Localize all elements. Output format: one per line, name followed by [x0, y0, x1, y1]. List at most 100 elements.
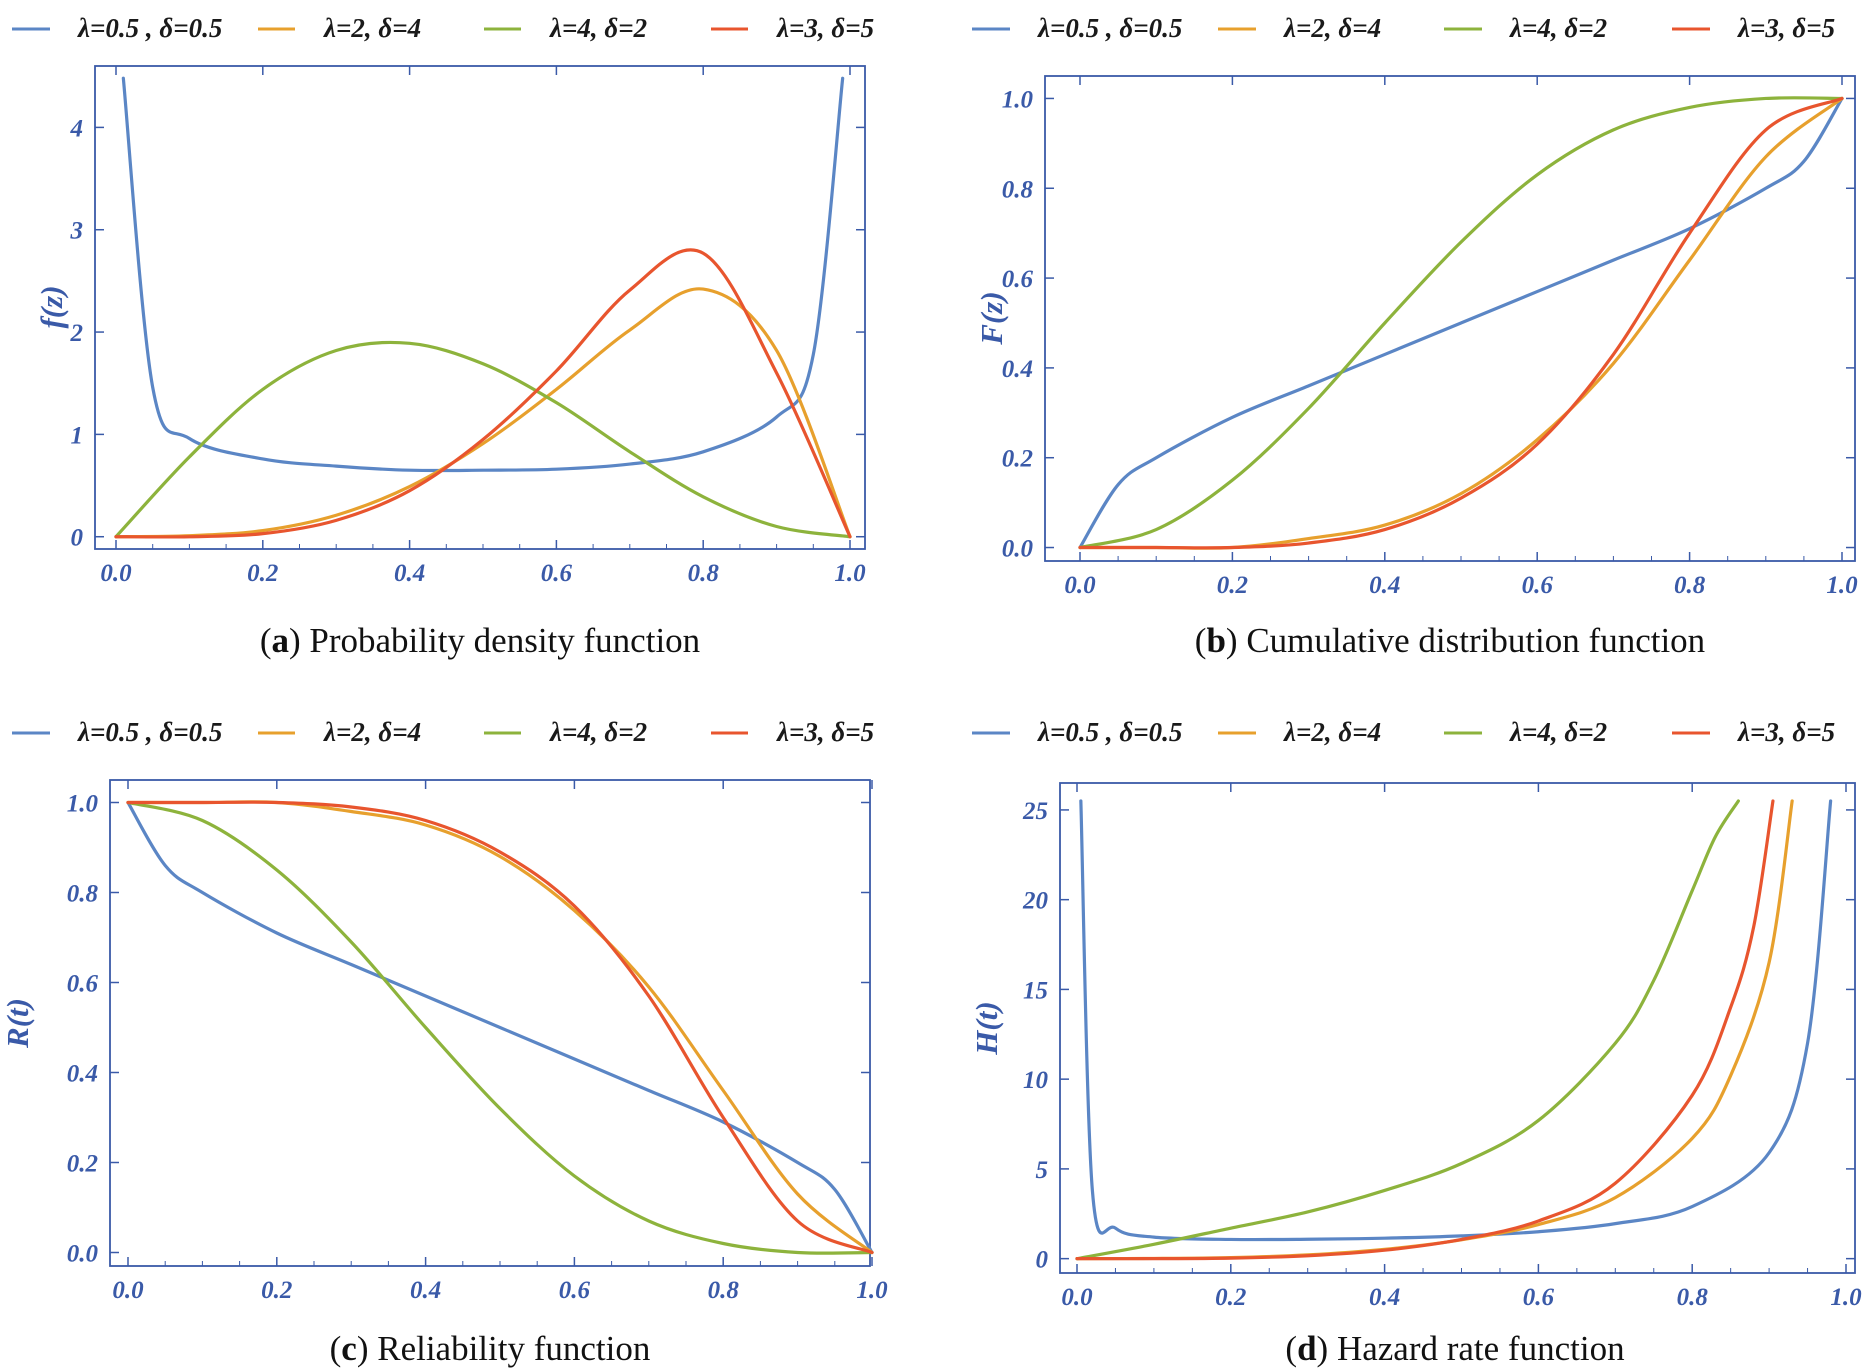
x-tick-label-pdf-2: 0.4: [394, 560, 425, 587]
x-tick-label-reliability-4: 0.8: [708, 1277, 740, 1304]
y-tick-label-hazard-5: 25: [1022, 798, 1048, 825]
caption-letter-reliability: c: [341, 1329, 357, 1368]
caption-letter-hazard: d: [1297, 1329, 1317, 1368]
y-tick-label-reliability-3: 0.6: [67, 971, 99, 998]
legend-label-pdf-1: λ=2, δ=4: [323, 13, 421, 43]
series-lines-pdf: [114, 76, 852, 539]
caption-cdf: (b) Cumulative distribution function: [1195, 621, 1705, 660]
legend-cdf: λ=0.5 , δ=0.5 λ=2, δ=4 λ=4, δ=2 λ=3, δ=5: [972, 13, 1835, 43]
y-tick-label-hazard-0: 0: [1036, 1247, 1049, 1274]
series-line-pdf-3: [114, 248, 852, 539]
legend-label-cdf-3: λ=3, δ=5: [1737, 13, 1835, 43]
x-tick-label-reliability-1: 0.2: [261, 1277, 292, 1304]
y-ticks-pdf: 0 1 2 3 4: [70, 115, 865, 552]
x-tick-label-pdf-0: 0.0: [100, 560, 132, 587]
plot-frame-cdf: [1044, 75, 1856, 562]
legend-label-reliability-0: λ=0.5 , δ=0.5: [77, 717, 222, 747]
y-axis-label-cdf: F(z): [974, 291, 1009, 345]
x-tick-label-cdf-3: 0.6: [1522, 572, 1554, 599]
series-line-pdf-1: [114, 287, 852, 539]
legend-label-reliability-2: λ=4, δ=2: [549, 717, 647, 747]
plot-frame-hazard: [1059, 782, 1856, 1274]
legend-label-hazard-3: λ=3, δ=5: [1737, 717, 1835, 747]
y-tick-label-reliability-5: 1.0: [67, 791, 99, 818]
y-axis-label-reliability: R(t): [0, 998, 35, 1049]
y-ticks-reliability: 0.0 0.2 0.4 0.6 0.8 1.0: [67, 791, 870, 1268]
series-line-reliability-3: [126, 800, 874, 1255]
x-tick-label-cdf-2: 0.4: [1369, 572, 1400, 599]
y-tick-label-reliability-0: 0.0: [67, 1241, 99, 1268]
legend-label-pdf-0: λ=0.5 , δ=0.5: [77, 13, 222, 43]
series-line-reliability-0: [126, 800, 874, 1255]
legend-hazard: λ=0.5 , δ=0.5 λ=2, δ=4 λ=4, δ=2 λ=3, δ=5: [972, 717, 1835, 747]
legend-label-reliability-1: λ=2, δ=4: [323, 717, 421, 747]
caption-letter-cdf: b: [1206, 621, 1225, 660]
series-line-pdf-2: [114, 340, 852, 539]
x-ticks-pdf: 0.0 0.2 0.4 0.6 0.8 1.0: [100, 66, 866, 587]
x-tick-label-reliability-2: 0.4: [410, 1277, 441, 1304]
y-tick-label-pdf-0: 0: [71, 525, 84, 552]
legend-label-pdf-3: λ=3, δ=5: [776, 13, 874, 43]
panel-cdf: λ=0.5 , δ=0.5 λ=2, δ=4 λ=4, δ=2 λ=3, δ=5 0.…: [972, 13, 1858, 660]
caption-title-hazard: Hazard rate function: [1337, 1329, 1625, 1368]
caption-letter-pdf: a: [271, 621, 289, 660]
y-tick-label-reliability-2: 0.4: [67, 1061, 98, 1088]
x-tick-label-cdf-0: 0.0: [1064, 572, 1096, 599]
x-tick-label-cdf-5: 1.0: [1826, 572, 1858, 599]
panel-hazard: λ=0.5 , δ=0.5 λ=2, δ=4 λ=4, δ=2 λ=3, δ=5 0.…: [969, 717, 1862, 1368]
series-line-hazard-1: [1075, 799, 1794, 1261]
legend-reliability: λ=0.5 , δ=0.5 λ=2, δ=4 λ=4, δ=2 λ=3, δ=5: [12, 717, 874, 747]
x-tick-label-hazard-0: 0.0: [1061, 1284, 1093, 1311]
series-line-hazard-2: [1075, 799, 1740, 1261]
series-line-hazard-3: [1075, 799, 1775, 1261]
legend-pdf: λ=0.5 , δ=0.5 λ=2, δ=4 λ=4, δ=2 λ=3, δ=5: [12, 13, 874, 43]
x-ticks-reliability: 0.0 0.2 0.4 0.6 0.8 1.0: [112, 780, 888, 1304]
x-tick-label-reliability-3: 0.6: [559, 1277, 591, 1304]
y-tick-label-hazard-4: 20: [1022, 888, 1049, 915]
y-tick-label-cdf-5: 1.0: [1002, 86, 1034, 113]
legend-label-pdf-2: λ=4, δ=2: [549, 13, 647, 43]
x-tick-label-reliability-5: 1.0: [856, 1277, 888, 1304]
y-tick-label-hazard-2: 10: [1023, 1067, 1049, 1094]
y-tick-label-pdf-1: 1: [71, 422, 84, 449]
x-ticks-cdf: 0.0 0.2 0.4 0.6 0.8 1.0: [1064, 76, 1858, 599]
x-tick-label-reliability-0: 0.0: [112, 1277, 144, 1304]
x-tick-label-hazard-2: 0.4: [1369, 1284, 1400, 1311]
series-line-cdf-3: [1078, 96, 1844, 550]
y-ticks-hazard: 0 5 10 15 20 25: [1022, 798, 1855, 1274]
caption-title-cdf: Cumulative distribution function: [1246, 621, 1705, 660]
y-tick-label-cdf-0: 0.0: [1002, 536, 1034, 563]
legend-label-reliability-3: λ=3, δ=5: [776, 717, 874, 747]
x-ticks-hazard: 0.0 0.2 0.4 0.6 0.8 1.0: [1061, 783, 1862, 1311]
x-tick-label-hazard-4: 0.8: [1677, 1284, 1709, 1311]
y-tick-label-pdf-4: 4: [70, 115, 84, 142]
series-line-cdf-2: [1078, 96, 1844, 550]
legend-label-hazard-1: λ=2, δ=4: [1283, 717, 1381, 747]
y-ticks-cdf: 0.0 0.2 0.4 0.6 0.8 1.0: [1002, 86, 1855, 563]
caption-hazard: (d) Hazard rate function: [1285, 1329, 1624, 1368]
x-tick-label-cdf-4: 0.8: [1674, 572, 1706, 599]
legend-label-cdf-0: λ=0.5 , δ=0.5: [1037, 13, 1182, 43]
x-tick-label-hazard-5: 1.0: [1830, 1284, 1862, 1311]
panel-reliability: λ=0.5 , δ=0.5 λ=2, δ=4 λ=4, δ=2 λ=3, δ=5 0.…: [0, 717, 888, 1368]
legend-label-hazard-2: λ=4, δ=2: [1509, 717, 1607, 747]
y-tick-label-reliability-1: 0.2: [67, 1151, 98, 1178]
plot-frame-pdf: [94, 65, 866, 550]
y-tick-label-cdf-4: 0.8: [1002, 176, 1034, 203]
caption-pdf: (a) Probability density function: [260, 621, 700, 660]
x-tick-label-pdf-3: 0.6: [541, 560, 573, 587]
y-tick-label-cdf-2: 0.4: [1002, 356, 1033, 383]
y-axis-label-pdf: f(z): [34, 285, 69, 328]
series-lines-reliability: [126, 800, 874, 1255]
caption-title-pdf: Probability density function: [309, 621, 700, 660]
x-tick-label-hazard-1: 0.2: [1215, 1284, 1246, 1311]
x-tick-label-pdf-5: 1.0: [834, 560, 866, 587]
y-tick-label-hazard-3: 15: [1023, 977, 1048, 1004]
y-tick-label-cdf-1: 0.2: [1002, 446, 1033, 473]
y-axis-label-hazard: H(t): [969, 1001, 1004, 1055]
series-lines-hazard: [1075, 799, 1833, 1261]
y-tick-label-cdf-3: 0.6: [1002, 266, 1034, 293]
y-tick-label-pdf-3: 3: [70, 218, 84, 245]
panel-pdf: λ=0.5 , δ=0.5 λ=2, δ=4 λ=4, δ=2 λ=3, δ=5 0.…: [12, 13, 874, 660]
